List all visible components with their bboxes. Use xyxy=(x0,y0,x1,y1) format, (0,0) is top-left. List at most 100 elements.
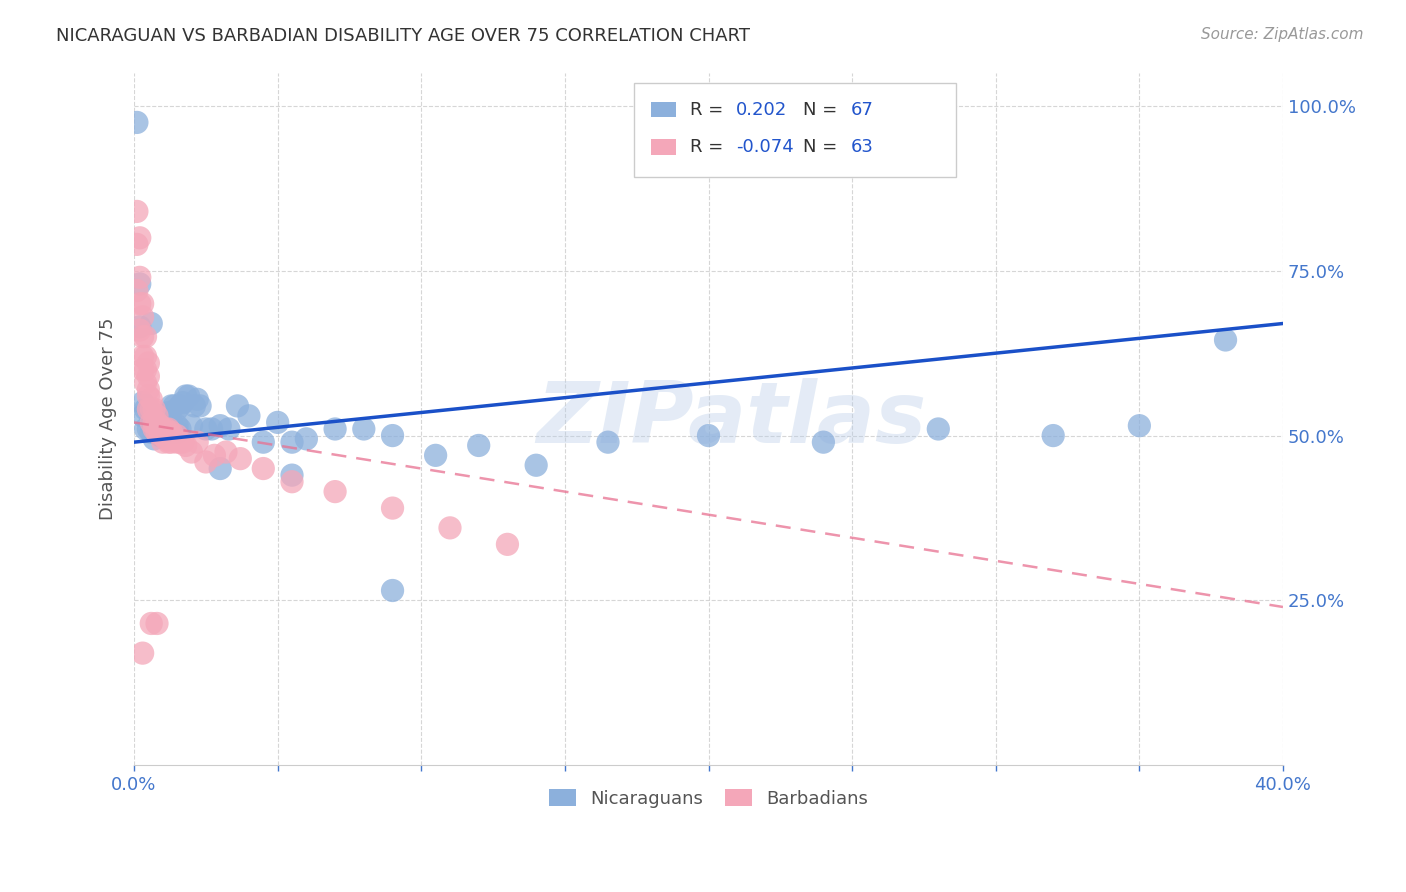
Point xyxy=(146,616,169,631)
Point xyxy=(128,323,150,337)
Point xyxy=(209,418,232,433)
Text: -0.074: -0.074 xyxy=(737,138,794,156)
Point xyxy=(174,438,197,452)
Point xyxy=(149,425,172,440)
Point xyxy=(166,425,188,440)
Point xyxy=(146,425,169,440)
Point xyxy=(143,432,166,446)
Point xyxy=(146,409,169,423)
Text: 67: 67 xyxy=(851,101,875,119)
Point xyxy=(155,412,177,426)
Point xyxy=(128,319,150,334)
Point xyxy=(186,435,208,450)
Point xyxy=(266,416,288,430)
Point xyxy=(524,458,547,473)
Point xyxy=(138,389,160,403)
Point xyxy=(160,399,183,413)
Point xyxy=(238,409,260,423)
Point xyxy=(927,422,949,436)
Point xyxy=(163,399,186,413)
Point xyxy=(131,350,153,364)
Point xyxy=(281,468,304,483)
Point xyxy=(209,461,232,475)
Point xyxy=(194,422,217,436)
Point xyxy=(163,432,186,446)
Point xyxy=(174,389,197,403)
Point xyxy=(439,521,461,535)
Point xyxy=(143,409,166,423)
Point xyxy=(166,402,188,417)
Point xyxy=(215,445,238,459)
Point xyxy=(218,422,240,436)
Point xyxy=(149,418,172,433)
Point xyxy=(141,392,163,407)
Point xyxy=(180,445,202,459)
Point xyxy=(323,484,346,499)
Point xyxy=(177,389,200,403)
Point xyxy=(141,616,163,631)
Point xyxy=(128,231,150,245)
Point xyxy=(252,435,274,450)
Point xyxy=(381,501,404,516)
Point xyxy=(229,451,252,466)
Point xyxy=(323,422,346,436)
Point xyxy=(134,376,156,390)
Point xyxy=(141,416,163,430)
Text: ZIPatlas: ZIPatlas xyxy=(536,377,927,460)
Point xyxy=(134,329,156,343)
Point xyxy=(697,428,720,442)
Point xyxy=(353,422,375,436)
Point xyxy=(131,296,153,310)
Point xyxy=(138,422,160,436)
Point xyxy=(172,395,194,409)
Point xyxy=(146,416,169,430)
Point xyxy=(143,402,166,417)
Point xyxy=(128,270,150,285)
Point xyxy=(381,428,404,442)
Point xyxy=(157,405,180,419)
Text: NICARAGUAN VS BARBADIAN DISABILITY AGE OVER 75 CORRELATION CHART: NICARAGUAN VS BARBADIAN DISABILITY AGE O… xyxy=(56,27,751,45)
Point xyxy=(200,422,222,436)
Point xyxy=(141,425,163,440)
Point xyxy=(134,422,156,436)
Point xyxy=(281,475,304,489)
Point xyxy=(166,435,188,450)
Point xyxy=(596,435,619,450)
Point xyxy=(131,310,153,324)
Point xyxy=(149,416,172,430)
Point xyxy=(157,422,180,436)
Point xyxy=(157,435,180,450)
Point xyxy=(813,435,835,450)
Point xyxy=(131,329,153,343)
Point xyxy=(381,583,404,598)
Point xyxy=(131,646,153,660)
Point xyxy=(169,399,191,413)
Point xyxy=(160,435,183,450)
Point xyxy=(152,422,174,436)
Point xyxy=(496,537,519,551)
Y-axis label: Disability Age Over 75: Disability Age Over 75 xyxy=(100,318,117,520)
Point xyxy=(125,237,148,252)
Point xyxy=(146,425,169,440)
Point xyxy=(152,435,174,450)
Point xyxy=(155,432,177,446)
Point xyxy=(163,425,186,440)
Legend: Nicaraguans, Barbadians: Nicaraguans, Barbadians xyxy=(541,781,876,815)
Point xyxy=(149,428,172,442)
Point xyxy=(125,115,148,129)
Point xyxy=(152,428,174,442)
Point xyxy=(125,204,148,219)
Point xyxy=(152,409,174,423)
Point xyxy=(134,350,156,364)
Point xyxy=(155,425,177,440)
Text: 0.202: 0.202 xyxy=(737,101,787,119)
Point xyxy=(131,362,153,376)
Point xyxy=(143,422,166,436)
Text: R =: R = xyxy=(690,138,730,156)
Point xyxy=(180,418,202,433)
Point xyxy=(138,402,160,417)
Point xyxy=(186,392,208,407)
Point xyxy=(188,399,211,413)
Point xyxy=(131,409,153,423)
Point xyxy=(166,428,188,442)
